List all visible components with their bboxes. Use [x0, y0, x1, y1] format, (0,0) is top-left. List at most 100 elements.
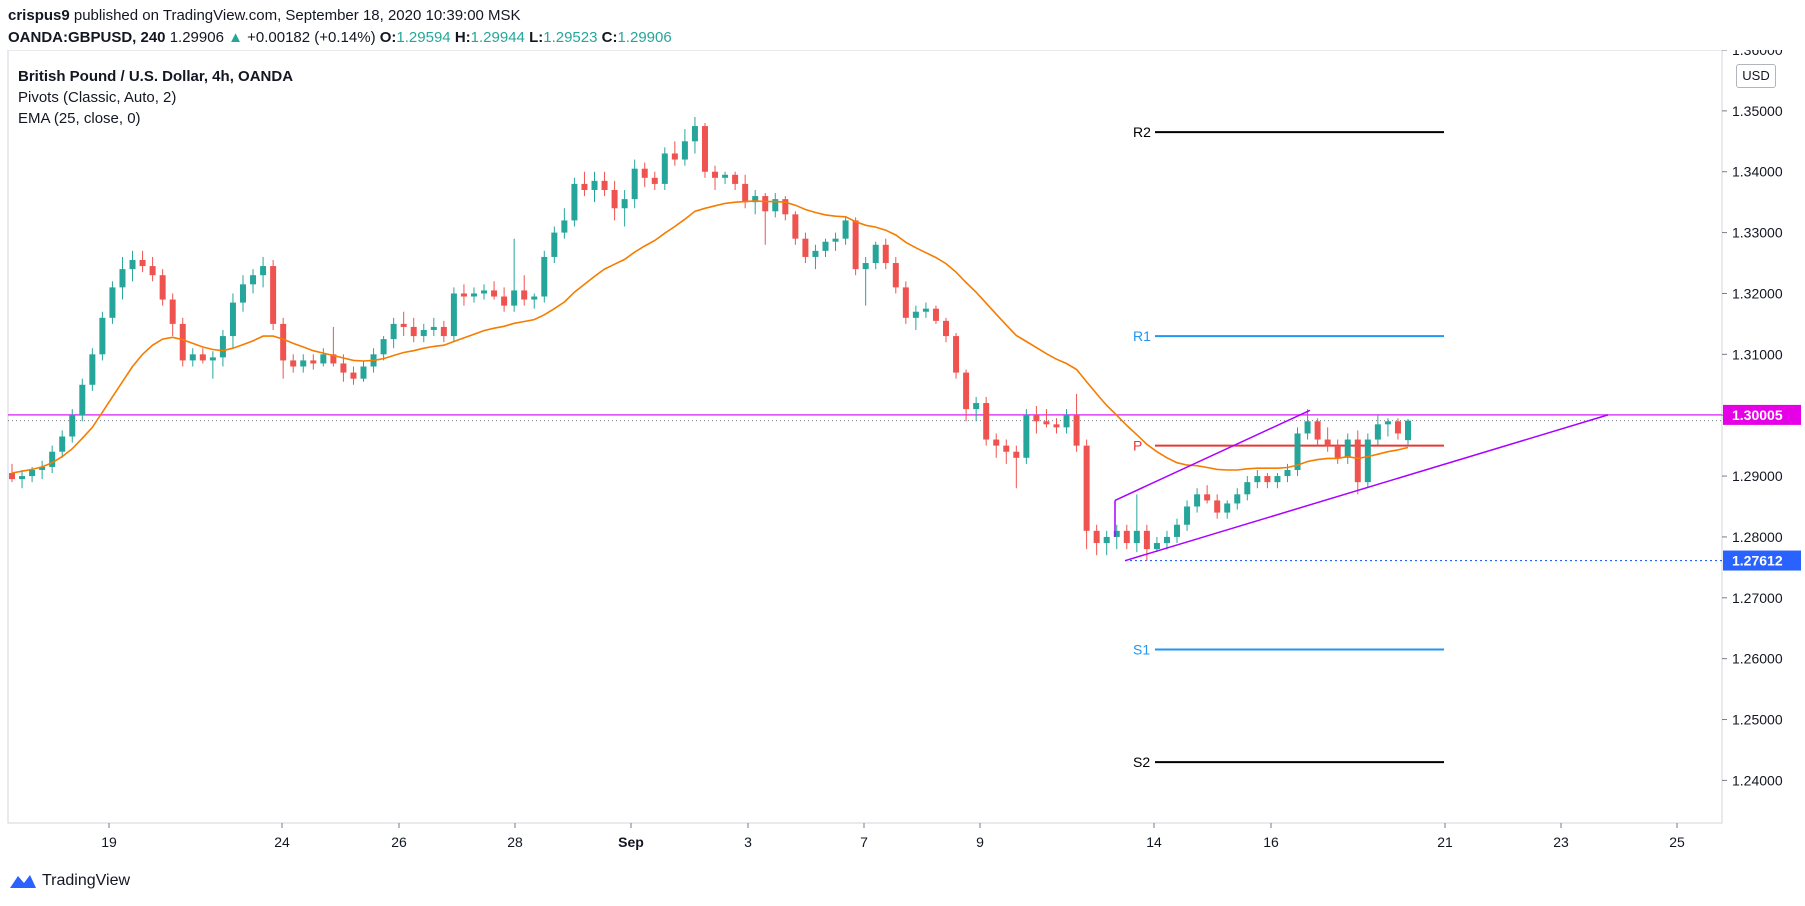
candle-body: [460, 293, 467, 297]
candle: [691, 116, 698, 154]
candle: [149, 256, 156, 282]
x-tick-label: Sep: [618, 834, 644, 850]
candle-body: [219, 336, 226, 358]
low-price-label: 1.27612: [1723, 550, 1801, 571]
candle: [1405, 418, 1411, 445]
candle: [681, 129, 688, 166]
candle: [953, 333, 960, 379]
candle-body: [19, 476, 26, 480]
legend-pivots[interactable]: Pivots (Classic, Auto, 2): [18, 89, 177, 106]
candle: [882, 238, 889, 270]
candle: [450, 287, 457, 343]
candle: [922, 302, 929, 318]
candle-body: [551, 232, 558, 257]
candle-body: [199, 354, 206, 361]
candle: [531, 293, 538, 309]
y-tick-label: 1.28000: [1732, 529, 1783, 545]
candle: [310, 354, 317, 370]
currency-button[interactable]: USD: [1736, 64, 1776, 88]
candle-body: [491, 290, 498, 297]
wedge-upper-trendline: [1114, 409, 1311, 502]
candle-body: [1214, 500, 1221, 513]
candle: [902, 281, 909, 324]
candle-body: [1244, 482, 1251, 495]
candle-body: [49, 451, 56, 467]
ema-line: [11, 200, 1409, 474]
price-change: +0.00182 (+0.14%): [247, 29, 376, 46]
candle-body: [1063, 415, 1070, 428]
candle: [1294, 427, 1301, 477]
candle: [1163, 530, 1170, 550]
candle-body: [1023, 415, 1030, 458]
candle-body: [209, 357, 216, 361]
x-tick-label: 3: [744, 834, 752, 850]
candle: [701, 123, 708, 178]
y-tick-label: 1.26000: [1732, 651, 1783, 667]
candle-body: [1093, 530, 1100, 544]
x-tick-label: 14: [1146, 834, 1162, 850]
candle: [239, 275, 246, 312]
candle-body: [169, 299, 176, 324]
wedge-lower-trendline: [1124, 414, 1609, 562]
candle-body: [772, 199, 779, 212]
candle-body: [1083, 445, 1090, 531]
candle: [129, 250, 136, 282]
candle: [561, 208, 568, 239]
legend-ema[interactable]: EMA (25, close, 0): [18, 110, 141, 127]
candle: [270, 259, 277, 330]
footer-brand[interactable]: TradingView: [8, 872, 130, 890]
candle: [1334, 439, 1341, 464]
candle-body: [400, 323, 407, 327]
candle-body: [862, 263, 869, 270]
candle-body: [390, 323, 397, 340]
candle-body: [993, 439, 1000, 446]
candle-body: [681, 141, 688, 160]
candle: [983, 396, 990, 446]
candle: [99, 311, 106, 361]
plot-border: [7, 50, 1723, 824]
candle: [842, 217, 849, 245]
candle-body: [1043, 421, 1050, 425]
candle-body: [340, 363, 347, 373]
candle: [501, 287, 508, 312]
candle: [69, 409, 76, 443]
candle-body: [762, 196, 769, 212]
candle: [400, 311, 407, 337]
author-name[interactable]: crispus9: [8, 7, 70, 24]
candle: [571, 177, 578, 227]
candle-body: [79, 384, 86, 416]
candle-body: [360, 366, 367, 379]
candle-body: [1374, 424, 1381, 440]
pivot-label-s1: S1: [1133, 642, 1150, 658]
candle: [290, 354, 297, 373]
candle-body: [621, 199, 628, 209]
candle: [892, 256, 899, 294]
candle-body: [782, 199, 789, 215]
candle: [380, 336, 387, 361]
candle-body: [1324, 439, 1331, 446]
candle-body: [320, 354, 327, 364]
candle: [1204, 485, 1211, 504]
candle: [993, 433, 1000, 458]
candle-body: [1234, 494, 1241, 504]
candle: [772, 193, 779, 218]
candle: [1254, 469, 1261, 489]
candle-body: [1334, 445, 1341, 458]
y-tick-label: 1.25000: [1732, 712, 1783, 728]
candle-body: [159, 275, 166, 300]
y-tick-label: 1.31000: [1732, 346, 1783, 362]
candle-body: [601, 180, 608, 190]
candle-body: [882, 244, 889, 264]
symbol-name: OANDA:GBPUSD, 240: [8, 29, 166, 46]
candle-body: [822, 241, 829, 251]
candle-body: [1274, 476, 1281, 483]
candle: [521, 275, 528, 306]
price-chart[interactable]: 1.36000 1.35000 1.34000 1.33000 1.32000 1.310…: [0, 50, 1805, 870]
candle: [862, 256, 869, 306]
candle-body: [1013, 451, 1020, 458]
candle-body: [732, 174, 739, 184]
candle-body: [571, 183, 578, 221]
candle: [1224, 500, 1231, 519]
candle: [1123, 524, 1130, 550]
candle-body: [89, 354, 96, 385]
